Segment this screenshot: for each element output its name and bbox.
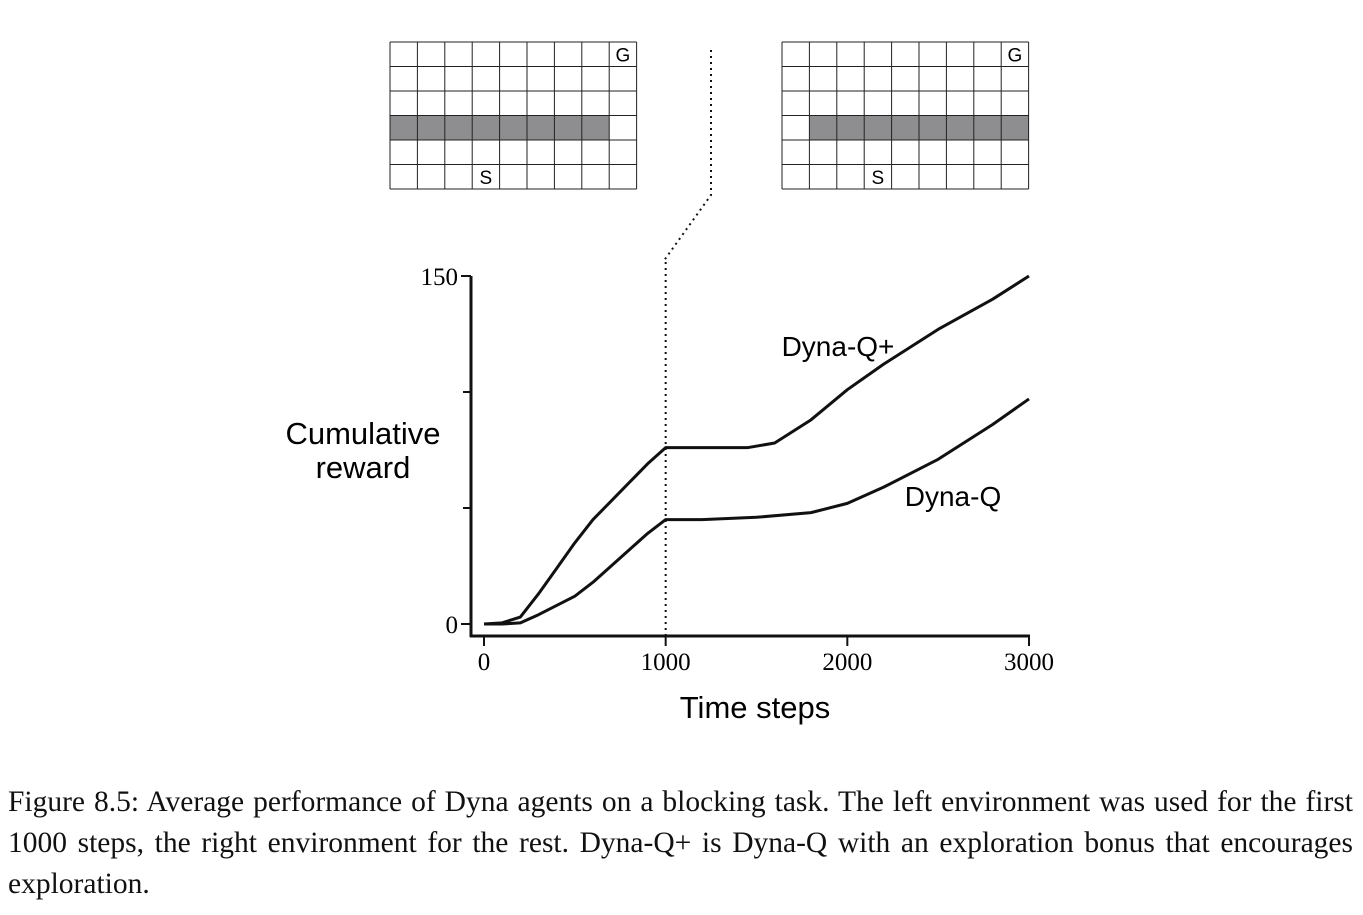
series-label: Dyna-Q+ — [782, 331, 895, 362]
y-axis-label: reward — [316, 450, 411, 485]
y-axis-label: Cumulative — [285, 416, 440, 451]
x-tick-label: 3000 — [1004, 649, 1054, 676]
goal-label: G — [1008, 45, 1023, 66]
series-line — [484, 397, 1030, 626]
x-tick-label: 2000 — [822, 649, 872, 676]
y-tick-label: 150 — [421, 264, 459, 291]
x-axis-label: Time steps — [680, 690, 830, 725]
connector — [662, 50, 712, 263]
start-label: S — [872, 168, 885, 189]
x-tick-label: 1000 — [641, 649, 691, 676]
goal-label: G — [616, 45, 631, 66]
start-label: S — [480, 168, 493, 189]
caption: Figure 8.5: Average performance of Dyna … — [8, 786, 1353, 900]
gridworld: GS — [781, 41, 1030, 190]
x-tick-label: 0 — [478, 649, 491, 676]
y-tick-label: 0 — [446, 612, 459, 639]
series-line — [483, 274, 1030, 626]
series-label: Dyna-Q — [905, 481, 1001, 512]
gridworld: GS — [389, 41, 638, 190]
